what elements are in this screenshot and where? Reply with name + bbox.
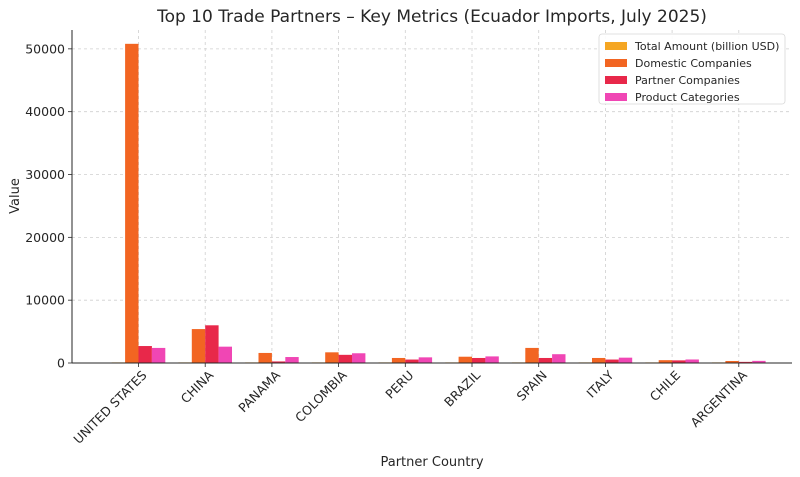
x-ticks: UNITED STATES CHINA PANAMA COLOMBIA PERU BRAZ… xyxy=(70,363,750,447)
bar xyxy=(592,357,606,363)
legend-swatch xyxy=(605,42,627,50)
x-axis-label: Partner Country xyxy=(380,455,483,470)
bar xyxy=(552,354,566,363)
bar xyxy=(338,354,352,363)
bar xyxy=(538,357,553,363)
legend-swatch xyxy=(605,59,627,67)
legend-label: Domestic Companies xyxy=(635,57,752,70)
bar xyxy=(418,357,433,363)
bar xyxy=(738,361,753,363)
bar xyxy=(191,329,206,363)
bar xyxy=(672,360,686,363)
bar xyxy=(685,359,699,363)
bar xyxy=(725,360,739,363)
bar xyxy=(325,352,339,363)
y-tick-label: 50000 xyxy=(25,41,65,56)
bar xyxy=(391,357,406,363)
x-tick-label: CHINA xyxy=(178,367,217,406)
legend-label: Total Amount (billion USD) xyxy=(634,40,779,53)
y-tick-label: 40000 xyxy=(25,104,65,119)
bar xyxy=(752,360,766,363)
x-tick-label: ITALY xyxy=(583,367,616,400)
bar xyxy=(618,357,633,363)
bar xyxy=(405,359,419,363)
y-tick-label: 10000 xyxy=(25,293,65,308)
x-tick-label: UNITED STATES xyxy=(70,367,149,446)
legend-label: Partner Companies xyxy=(635,74,740,87)
x-tick-label: CHILE xyxy=(647,367,684,404)
grid xyxy=(72,30,792,364)
bar xyxy=(138,346,152,363)
bar xyxy=(472,357,486,363)
bar xyxy=(458,356,472,363)
y-tick-label: 20000 xyxy=(25,230,65,245)
bar xyxy=(485,356,499,363)
chart-title: Top 10 Trade Partners – Key Metrics (Ecu… xyxy=(156,7,707,27)
x-tick-label: SPAIN xyxy=(514,368,550,404)
bar xyxy=(285,357,299,363)
legend: Total Amount (billion USD) Domestic Compa… xyxy=(598,33,786,105)
legend-label: Product Categories xyxy=(635,91,740,104)
bar xyxy=(271,361,286,363)
bar xyxy=(352,353,366,363)
bar xyxy=(525,347,539,363)
bar xyxy=(658,360,673,363)
y-tick-label: 0 xyxy=(57,356,65,371)
y-axis-label: Value xyxy=(8,178,23,214)
x-tick-label: PERU xyxy=(382,368,416,402)
x-tick-label: BRAZIL xyxy=(441,367,483,409)
bar xyxy=(205,325,219,363)
x-tick-label: ARGENTINA xyxy=(687,367,750,430)
bar xyxy=(125,43,139,364)
legend-swatch xyxy=(605,76,627,84)
x-tick-label: PANAMA xyxy=(235,367,283,415)
legend-box xyxy=(598,33,786,105)
bar xyxy=(218,346,232,363)
legend-swatch xyxy=(605,93,627,101)
bar xyxy=(151,347,166,363)
bar xyxy=(605,359,619,363)
y-tick-label: 30000 xyxy=(25,167,65,182)
bar xyxy=(258,352,272,363)
x-tick-label: COLOMBIA xyxy=(292,367,350,425)
y-ticks: 0 10000 20000 30000 40000 50000 xyxy=(25,41,72,371)
bars xyxy=(111,43,766,364)
